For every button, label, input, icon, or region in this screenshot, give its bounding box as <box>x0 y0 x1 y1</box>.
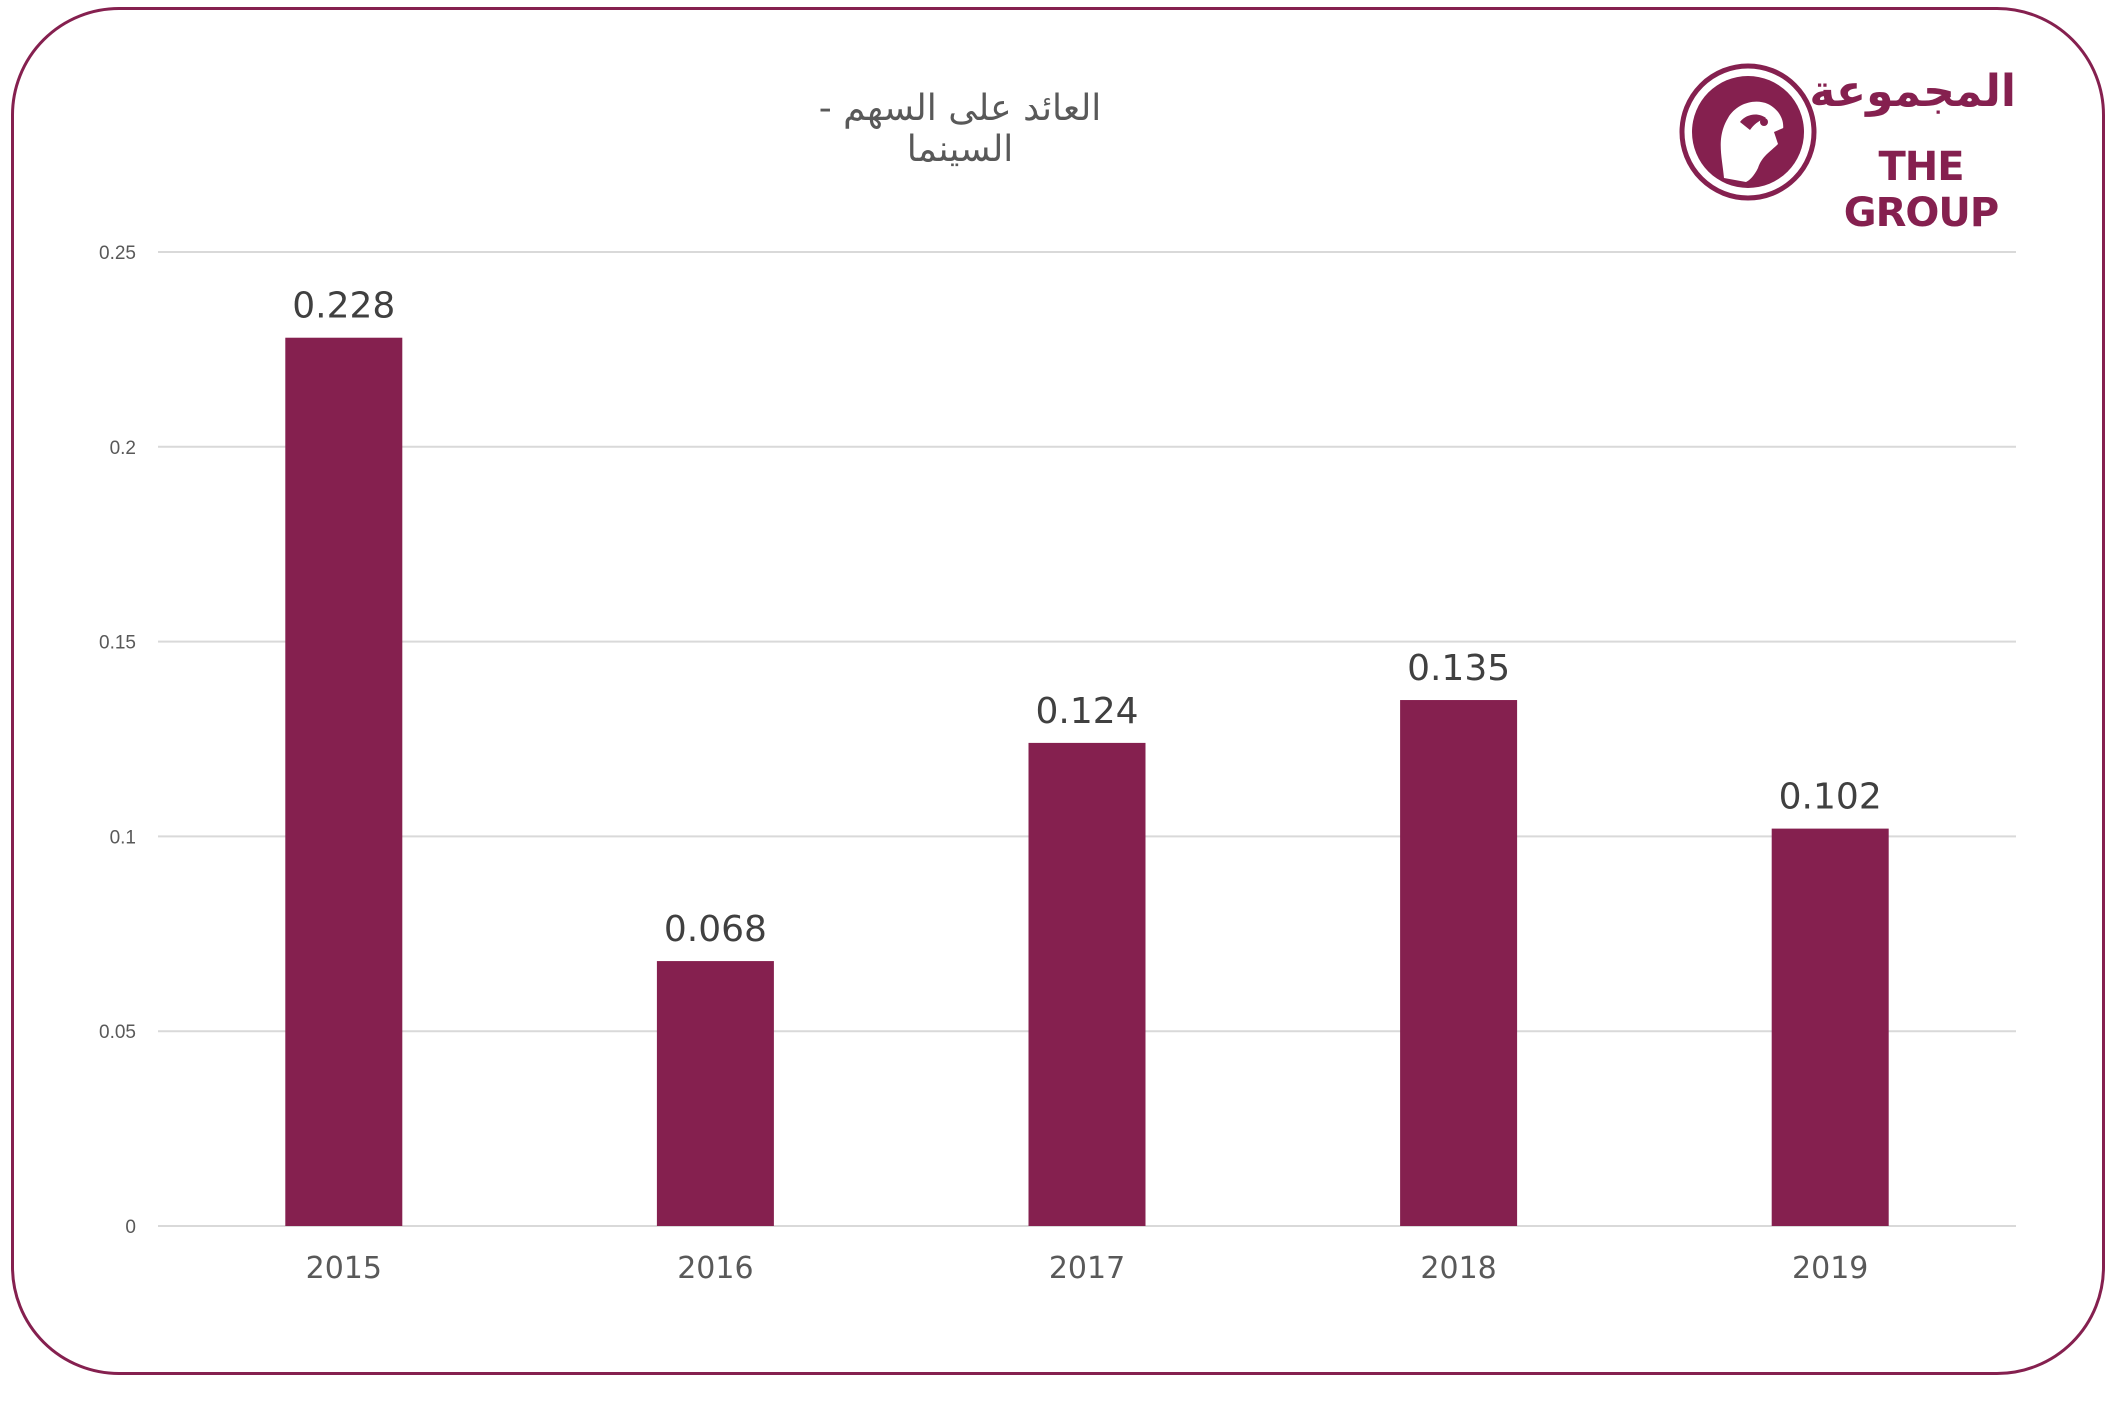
data-label-2018: 0.135 <box>1407 648 1510 689</box>
data-label-2017: 0.124 <box>1035 691 1138 732</box>
y-tick-label: 0 <box>125 1217 136 1238</box>
bar-2015 <box>285 337 403 1226</box>
bar-2017 <box>1028 742 1146 1226</box>
data-label-2016: 0.068 <box>664 909 767 950</box>
y-tick-label: 0.2 <box>110 438 136 459</box>
logo-english-text: THE GROUP <box>1843 144 1999 236</box>
y-tick-label: 0.25 <box>99 243 136 264</box>
bar-2018 <box>1400 700 1518 1226</box>
x-category-label: 2018 <box>1420 1251 1496 1286</box>
logo-arabic-text: المجموعة <box>1809 66 2016 117</box>
data-label-2015: 0.228 <box>292 286 395 327</box>
bar-2016 <box>656 961 774 1226</box>
data-label-2019: 0.102 <box>1779 777 1882 818</box>
bars <box>285 337 1889 1226</box>
x-axis-categories: 2015 2016 2017 2018 2019 <box>306 1251 1869 1286</box>
y-tick-label: 0.05 <box>99 1022 136 1043</box>
x-category-label: 2019 <box>1792 1251 1868 1286</box>
chart-frame <box>11 7 2105 1375</box>
y-axis-ticks: 0 0.05 0.1 0.15 0.2 0.25 <box>99 243 136 1238</box>
data-labels: 0.228 0.068 0.124 0.135 0.102 <box>292 286 1881 950</box>
x-category-label: 2016 <box>677 1251 753 1286</box>
chart-title: العائد على السهم - السينما <box>818 88 1102 170</box>
falcon-emblem-icon <box>1679 63 1817 201</box>
bar-2019 <box>1771 828 1889 1226</box>
y-tick-label: 0.15 <box>99 633 136 654</box>
y-tick-label: 0.1 <box>110 827 136 848</box>
logo: المجموعة THE GROUP <box>1676 60 2016 236</box>
x-category-label: 2017 <box>1049 1251 1125 1286</box>
x-category-label: 2015 <box>306 1251 382 1286</box>
